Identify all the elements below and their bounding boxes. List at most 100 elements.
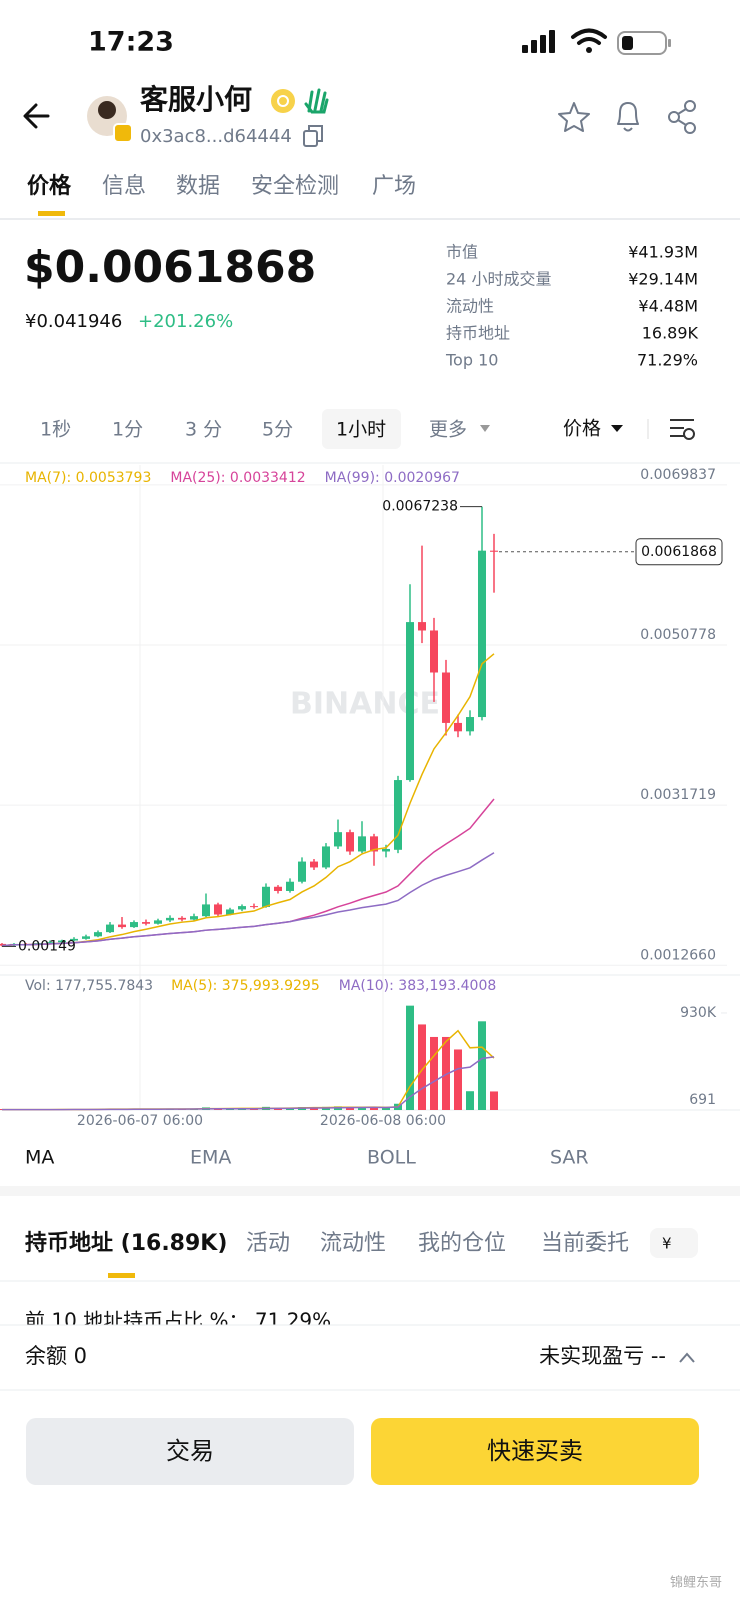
candle-body: [370, 836, 378, 852]
back-button[interactable]: [23, 103, 50, 129]
currency-toggle[interactable]: ¥: [662, 1235, 672, 1253]
token-name: 客服小何: [140, 83, 252, 116]
candle-body: [178, 917, 186, 920]
candle-body: [418, 622, 426, 631]
unrealized-pnl: 未实现盈亏 --: [539, 1344, 666, 1368]
stat-value: ¥29.14M: [628, 270, 698, 289]
stat-value: ¥4.48M: [638, 297, 698, 316]
tab[interactable]: 安全检测: [251, 174, 339, 199]
tab[interactable]: 广场: [372, 174, 416, 199]
candle-body: [262, 886, 270, 907]
currency-toggle-bg[interactable]: [650, 1228, 698, 1258]
price-usd: $0.0061868: [24, 242, 316, 293]
section-gap: [0, 1186, 740, 1196]
volume-ma-line: [1, 1056, 495, 1111]
indicator-tab[interactable]: BOLL: [367, 1147, 416, 1169]
legend-entry: MA(10): 383,193.4008: [339, 978, 497, 994]
candle-body: [190, 916, 198, 920]
candle-body: [430, 630, 438, 673]
favorite-button[interactable]: [558, 102, 590, 132]
candle-body: [478, 550, 486, 718]
price-cny: ¥0.041946: [25, 311, 122, 332]
interval[interactable]: 1秒: [40, 419, 71, 441]
interval[interactable]: 更多: [429, 419, 467, 441]
legend-entry: MA(99): 0.0020967: [325, 470, 460, 486]
indicator-tab[interactable]: MA: [25, 1147, 54, 1169]
candle-body: [274, 886, 282, 891]
y-tick-label: 0.0031719: [640, 787, 716, 803]
candle-body: [406, 622, 414, 781]
candle-body: [46, 942, 54, 944]
candle-body: [58, 940, 66, 943]
stat-label: Top 10: [445, 351, 498, 370]
interval[interactable]: 1分: [112, 419, 143, 441]
volume-bar: [442, 1036, 450, 1110]
candle-body: [346, 832, 354, 852]
legend-entry: MA(25): 0.0033412: [170, 470, 305, 486]
stat-label: 流动性: [446, 297, 494, 316]
chart-settings-button[interactable]: [670, 419, 695, 440]
volume-bar: [490, 1091, 498, 1110]
volume-bar: [478, 1021, 486, 1110]
indicator-tab[interactable]: SAR: [550, 1147, 589, 1169]
wifi-icon: [571, 28, 607, 53]
candle-body: [466, 717, 474, 732]
alert-button[interactable]: [617, 102, 639, 132]
badge-icon: [271, 88, 329, 114]
volume-bar: [358, 1107, 366, 1110]
holder-tab[interactable]: 流动性: [320, 1231, 386, 1256]
holder-tab[interactable]: 活动: [246, 1231, 290, 1256]
candle-body: [334, 832, 342, 847]
candle-body: [202, 904, 210, 917]
quick-trade-button-bg[interactable]: [371, 1418, 699, 1485]
trade-button-bg[interactable]: [26, 1418, 354, 1485]
candle-body: [130, 922, 138, 928]
trade-button[interactable]: 交易: [166, 1437, 214, 1465]
copy-icon[interactable]: [303, 125, 323, 147]
volume-tick-label: 691: [689, 1092, 716, 1108]
legend-entry: MA(7): 0.0053793: [25, 470, 151, 486]
volume-bar: [406, 1005, 414, 1110]
chart-watermark: BINANCE: [290, 687, 440, 722]
holder-tab[interactable]: 当前委托: [541, 1231, 629, 1256]
holder-tab[interactable]: 我的仓位: [418, 1231, 506, 1256]
holder-tab[interactable]: 持币地址 (16.89K): [25, 1231, 227, 1256]
indicator-tab[interactable]: EMA: [190, 1147, 231, 1169]
avatar[interactable]: [87, 96, 133, 143]
tab-indicator: [38, 211, 65, 216]
quick-trade-button[interactable]: 快速买卖: [487, 1437, 583, 1465]
interval[interactable]: 3 分: [185, 419, 222, 441]
volume-bar: [370, 1107, 378, 1110]
y-tick-label: 0.0012660: [640, 947, 716, 963]
candle-body: [454, 722, 462, 732]
more-caret: [480, 425, 490, 432]
stat-value: 16.89K: [642, 324, 699, 343]
interval[interactable]: 1小时: [336, 419, 386, 441]
interval[interactable]: 5分: [262, 419, 293, 441]
stat-value: 71.29%: [637, 351, 698, 370]
volume-legend: Vol: 177,755.7843: [25, 978, 153, 994]
expand-button[interactable]: [679, 1352, 695, 1363]
candle-body: [70, 938, 78, 941]
stat-label: 持币地址: [446, 324, 510, 343]
candle-body: [322, 846, 330, 868]
balance: 余额 0: [25, 1344, 87, 1368]
volume-tick-label: 930K: [680, 1005, 717, 1021]
tab[interactable]: 信息: [102, 174, 146, 199]
chart: BINANCE 0.0012660 0.0031719 0.0050778 0.0069…: [0, 465, 740, 1129]
price-selector[interactable]: 价格: [563, 418, 601, 440]
candle-body: [310, 861, 318, 868]
tab[interactable]: 价格: [27, 173, 72, 199]
tab[interactable]: 数据: [176, 174, 220, 199]
candle-body: [82, 936, 90, 939]
candle-body: [394, 780, 402, 850]
stat-label: 市值: [446, 243, 478, 262]
candle-body: [142, 922, 150, 924]
candle-body: [298, 861, 306, 882]
y-tick-label: 0.0069837: [640, 467, 716, 483]
clock: 17:23: [88, 27, 174, 58]
stat-value: ¥41.93M: [628, 243, 698, 262]
share-button[interactable]: [668, 100, 696, 134]
